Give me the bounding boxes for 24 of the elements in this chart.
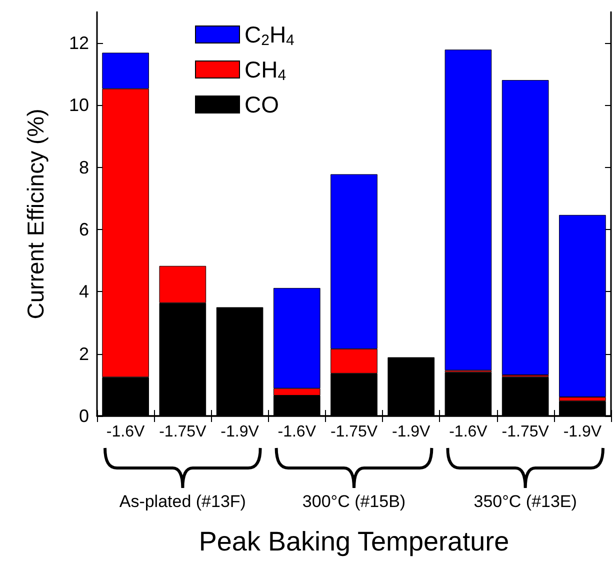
y-tick-label: 8 (78, 157, 89, 178)
y-axis-title: Current Efficincy (%) (22, 108, 48, 320)
text: 350°C (#13E) (474, 492, 577, 511)
x-tick-label: -1.9V (563, 424, 602, 440)
x-tick-label: -1.6V (449, 424, 488, 440)
y-tick-label: 0 (78, 406, 89, 426)
x-axis-title: Peak Baking Temperature (198, 526, 510, 556)
y-tick-label: 4 (78, 282, 89, 302)
x-tick-label: -1.6V (278, 424, 316, 440)
y-tick-label: 12 (68, 33, 89, 54)
x-tick-label: -1.75V (330, 424, 378, 440)
text: 300°C (#15B) (302, 492, 406, 511)
text: As-plated (#13F) (119, 492, 246, 511)
y-tick-label: 6 (78, 220, 89, 240)
x-tick-label: -1.75V (502, 424, 550, 440)
x-tick-label: -1.75V (159, 424, 207, 440)
legend-label: CO (244, 92, 279, 118)
x-tick-label: -1.6V (106, 424, 145, 440)
y-tick-label: 10 (68, 95, 89, 116)
y-tick-label: 2 (78, 344, 89, 364)
bar (444, 50, 492, 370)
x-tick-label: -1.9V (220, 424, 260, 440)
x-tick-label: -1.9V (392, 424, 431, 440)
bar (502, 80, 549, 375)
